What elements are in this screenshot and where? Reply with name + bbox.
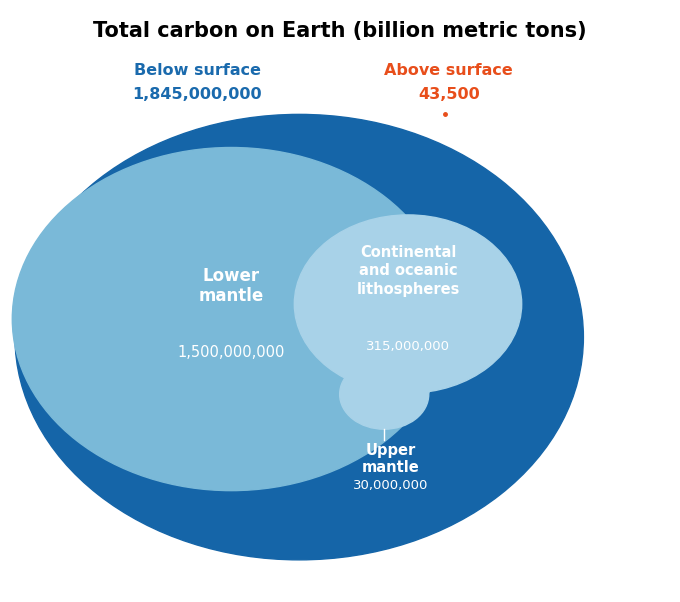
- Text: 315,000,000: 315,000,000: [366, 340, 450, 353]
- Text: Continental
and oceanic
lithospheres: Continental and oceanic lithospheres: [356, 245, 460, 297]
- Text: 1,845,000,000: 1,845,000,000: [133, 87, 262, 102]
- Text: 30,000,000: 30,000,000: [354, 479, 428, 492]
- Ellipse shape: [339, 359, 429, 429]
- Text: Below surface: Below surface: [134, 63, 260, 78]
- Text: 1,500,000,000: 1,500,000,000: [177, 345, 285, 359]
- Ellipse shape: [294, 215, 522, 393]
- Text: Upper
mantle: Upper mantle: [362, 443, 420, 476]
- Text: Lower
mantle: Lower mantle: [199, 267, 264, 305]
- Ellipse shape: [15, 114, 583, 560]
- Text: Above surface: Above surface: [384, 63, 513, 78]
- Text: Total carbon on Earth (billion metric tons): Total carbon on Earth (billion metric to…: [93, 21, 587, 41]
- Text: 43,500: 43,500: [418, 87, 479, 102]
- Ellipse shape: [12, 147, 450, 491]
